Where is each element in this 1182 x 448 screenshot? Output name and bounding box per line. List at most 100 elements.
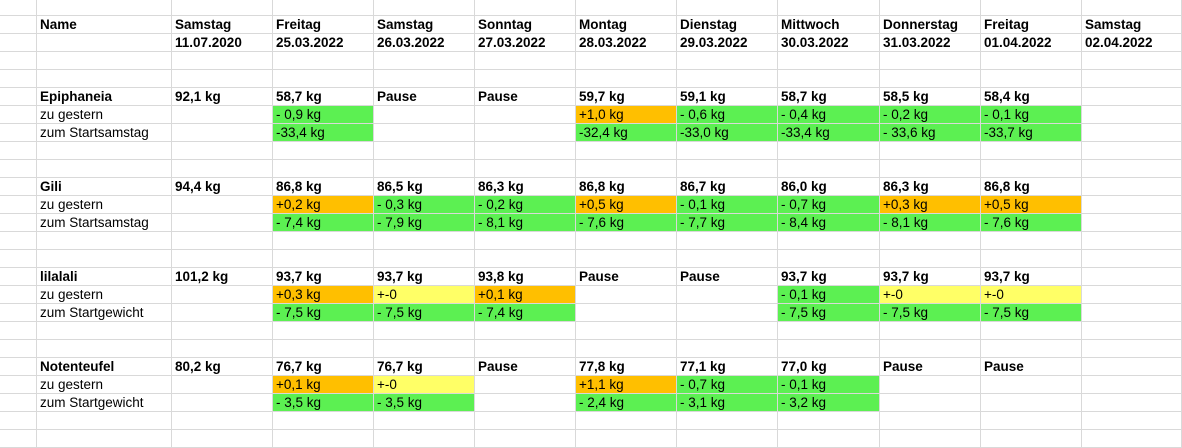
- header-date[interactable]: 27.03.2022: [475, 34, 576, 52]
- empty-cell[interactable]: [981, 322, 1082, 340]
- empty-cell[interactable]: [1082, 178, 1182, 196]
- weight-cell[interactable]: 93,7 kg: [374, 268, 475, 286]
- delta-start-cell[interactable]: - 7,5 kg: [778, 304, 880, 322]
- empty-cell[interactable]: [172, 214, 273, 232]
- empty-cell[interactable]: [778, 322, 880, 340]
- header-date[interactable]: 31.03.2022: [880, 34, 981, 52]
- empty-cell[interactable]: [981, 340, 1082, 358]
- empty-cell[interactable]: [475, 0, 576, 16]
- empty-cell[interactable]: [374, 124, 475, 142]
- delta-day-cell[interactable]: +1,1 kg: [576, 376, 677, 394]
- empty-cell[interactable]: [1082, 286, 1182, 304]
- delta-start-cell[interactable]: - 3,5 kg: [374, 394, 475, 412]
- empty-cell[interactable]: [0, 358, 37, 376]
- delta-start-cell[interactable]: - 7,5 kg: [374, 304, 475, 322]
- delta-start-cell[interactable]: -32,4 kg: [576, 124, 677, 142]
- empty-cell[interactable]: [37, 34, 172, 52]
- empty-cell[interactable]: [1082, 124, 1182, 142]
- empty-cell[interactable]: [1082, 0, 1182, 16]
- empty-cell[interactable]: [273, 430, 374, 448]
- weight-cell[interactable]: 93,7 kg: [778, 268, 880, 286]
- empty-cell[interactable]: [677, 250, 778, 268]
- empty-cell[interactable]: [677, 322, 778, 340]
- empty-cell[interactable]: [0, 160, 37, 178]
- empty-cell[interactable]: [0, 178, 37, 196]
- empty-cell[interactable]: [37, 232, 172, 250]
- empty-cell[interactable]: [677, 232, 778, 250]
- empty-cell[interactable]: [778, 412, 880, 430]
- empty-cell[interactable]: [1082, 322, 1182, 340]
- weight-cell[interactable]: 77,0 kg: [778, 358, 880, 376]
- delta-start-cell[interactable]: - 8,1 kg: [475, 214, 576, 232]
- delta-day-cell[interactable]: - 0,6 kg: [677, 106, 778, 124]
- empty-cell[interactable]: [1082, 340, 1182, 358]
- empty-cell[interactable]: [0, 340, 37, 358]
- empty-cell[interactable]: [1082, 196, 1182, 214]
- empty-cell[interactable]: [0, 268, 37, 286]
- empty-cell[interactable]: [273, 0, 374, 16]
- delta-day-cell[interactable]: +-0: [981, 286, 1082, 304]
- delta-start-cell[interactable]: - 3,1 kg: [677, 394, 778, 412]
- empty-cell[interactable]: [475, 250, 576, 268]
- weight-cell[interactable]: Pause: [677, 268, 778, 286]
- empty-cell[interactable]: [273, 250, 374, 268]
- person-name[interactable]: Epiphaneia: [37, 88, 172, 106]
- header-weekday[interactable]: Freitag: [981, 16, 1082, 34]
- delta-start-cell[interactable]: -33,4 kg: [273, 124, 374, 142]
- empty-cell[interactable]: [475, 412, 576, 430]
- delta-start-cell[interactable]: -33,4 kg: [778, 124, 880, 142]
- weight-cell[interactable]: 59,1 kg: [677, 88, 778, 106]
- weight-cell[interactable]: Pause: [475, 88, 576, 106]
- delta-start-cell[interactable]: - 8,4 kg: [778, 214, 880, 232]
- delta-start-cell[interactable]: -33,7 kg: [981, 124, 1082, 142]
- empty-cell[interactable]: [0, 430, 37, 448]
- empty-cell[interactable]: [475, 430, 576, 448]
- weight-cell[interactable]: 58,5 kg: [880, 88, 981, 106]
- empty-cell[interactable]: [172, 304, 273, 322]
- header-weekday[interactable]: Samstag: [374, 16, 475, 34]
- empty-cell[interactable]: [0, 412, 37, 430]
- empty-cell[interactable]: [880, 232, 981, 250]
- empty-cell[interactable]: [880, 340, 981, 358]
- empty-cell[interactable]: [37, 250, 172, 268]
- empty-cell[interactable]: [374, 340, 475, 358]
- weight-cell[interactable]: 86,5 kg: [374, 178, 475, 196]
- header-date[interactable]: 28.03.2022: [576, 34, 677, 52]
- delta-start-cell[interactable]: - 7,7 kg: [677, 214, 778, 232]
- delta-start-cell[interactable]: - 2,4 kg: [576, 394, 677, 412]
- empty-cell[interactable]: [981, 142, 1082, 160]
- delta-day-cell[interactable]: +0,3 kg: [880, 196, 981, 214]
- empty-cell[interactable]: [0, 250, 37, 268]
- delta-day-cell[interactable]: +-0: [374, 286, 475, 304]
- delta-day-cell[interactable]: +0,3 kg: [273, 286, 374, 304]
- delta-start-cell[interactable]: - 7,9 kg: [374, 214, 475, 232]
- empty-cell[interactable]: [1082, 70, 1182, 88]
- delta-day-cell[interactable]: - 0,2 kg: [880, 106, 981, 124]
- empty-cell[interactable]: [778, 250, 880, 268]
- empty-cell[interactable]: [0, 142, 37, 160]
- delta-start-cell[interactable]: - 3,2 kg: [778, 394, 880, 412]
- empty-cell[interactable]: [0, 286, 37, 304]
- person-name[interactable]: Notenteufel: [37, 358, 172, 376]
- empty-cell[interactable]: [374, 232, 475, 250]
- empty-cell[interactable]: [273, 340, 374, 358]
- empty-cell[interactable]: [0, 0, 37, 16]
- weight-cell[interactable]: 93,7 kg: [273, 268, 374, 286]
- empty-cell[interactable]: [1082, 142, 1182, 160]
- empty-cell[interactable]: [172, 70, 273, 88]
- empty-cell[interactable]: [576, 430, 677, 448]
- empty-cell[interactable]: [475, 160, 576, 178]
- empty-cell[interactable]: [880, 412, 981, 430]
- empty-cell[interactable]: [475, 322, 576, 340]
- empty-cell[interactable]: [1082, 358, 1182, 376]
- empty-cell[interactable]: [374, 250, 475, 268]
- empty-cell[interactable]: [0, 232, 37, 250]
- header-weekday[interactable]: Freitag: [273, 16, 374, 34]
- header-date[interactable]: 26.03.2022: [374, 34, 475, 52]
- empty-cell[interactable]: [37, 412, 172, 430]
- empty-cell[interactable]: [37, 142, 172, 160]
- weight-cell[interactable]: 77,1 kg: [677, 358, 778, 376]
- delta-day-cell[interactable]: +0,1 kg: [475, 286, 576, 304]
- delta-day-cell[interactable]: - 0,1 kg: [778, 286, 880, 304]
